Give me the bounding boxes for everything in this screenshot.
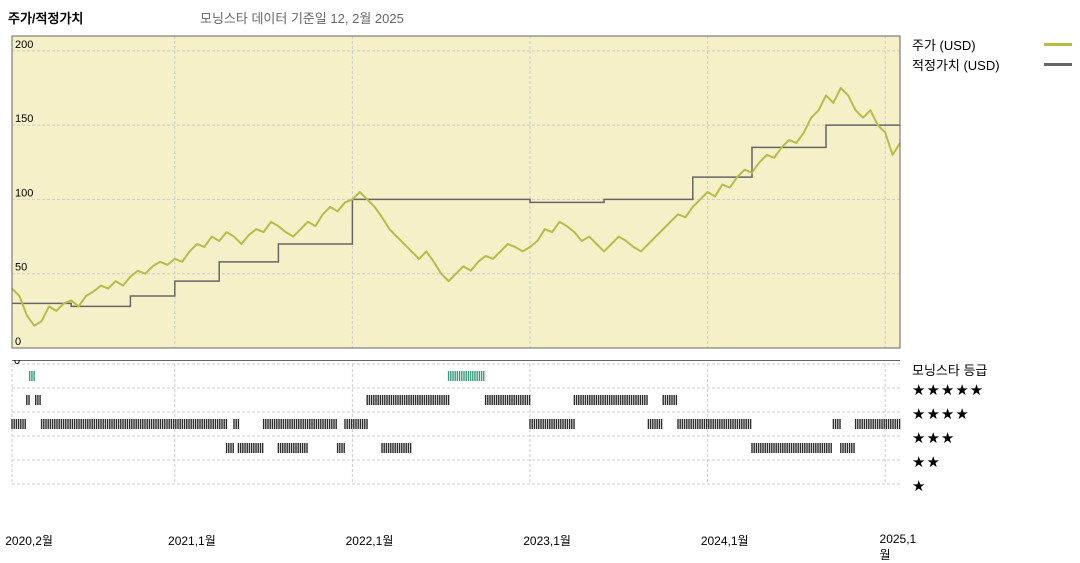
x-tick-label: 2023,1월	[523, 532, 571, 549]
svg-text:200: 200	[15, 39, 33, 51]
legend-row-fair: 적정가치 (USD)	[912, 54, 1072, 74]
x-tick-label: 2022,1월	[346, 532, 394, 549]
x-tick-label: 2021,1월	[168, 532, 216, 549]
page-title: 주가/적정가치	[8, 8, 83, 27]
page-subtitle: 모닝스타 데이터 기준일 12, 2월 2025	[200, 8, 404, 27]
main-chart: 0 50 100 150 200	[8, 32, 904, 352]
legend-price-swatch	[1044, 43, 1072, 46]
rating-row-1: ★	[912, 477, 1072, 501]
x-tick-label: 2025,1월	[880, 532, 917, 563]
rating-row-4: ★★★★	[912, 405, 1072, 429]
svg-text:150: 150	[15, 113, 33, 125]
svg-text:0: 0	[15, 336, 21, 348]
legend-fair-label: 적정가치 (USD)	[912, 55, 1000, 74]
svg-text:0: 0	[14, 360, 20, 367]
rating-legend-title: 모닝스타 등급	[912, 360, 1072, 379]
legend-fair-swatch	[1044, 63, 1072, 66]
x-tick-label: 2020,2월	[5, 532, 53, 549]
svg-text:100: 100	[15, 187, 33, 199]
legend-row-price: 주가 (USD)	[912, 34, 1072, 54]
rating-chart: 0	[8, 360, 904, 490]
svg-text:50: 50	[15, 262, 27, 274]
rating-row-5: ★★★★★	[912, 381, 1072, 405]
x-tick-label: 2024,1월	[701, 532, 749, 549]
rating-row-3: ★★★	[912, 429, 1072, 453]
chart-legend: 주가 (USD) 적정가치 (USD)	[912, 34, 1072, 74]
legend-price-label: 주가 (USD)	[912, 35, 976, 54]
rating-row-2: ★★	[912, 453, 1072, 477]
rating-legend: 모닝스타 등급 ★★★★★ ★★★★ ★★★ ★★ ★	[912, 360, 1072, 501]
